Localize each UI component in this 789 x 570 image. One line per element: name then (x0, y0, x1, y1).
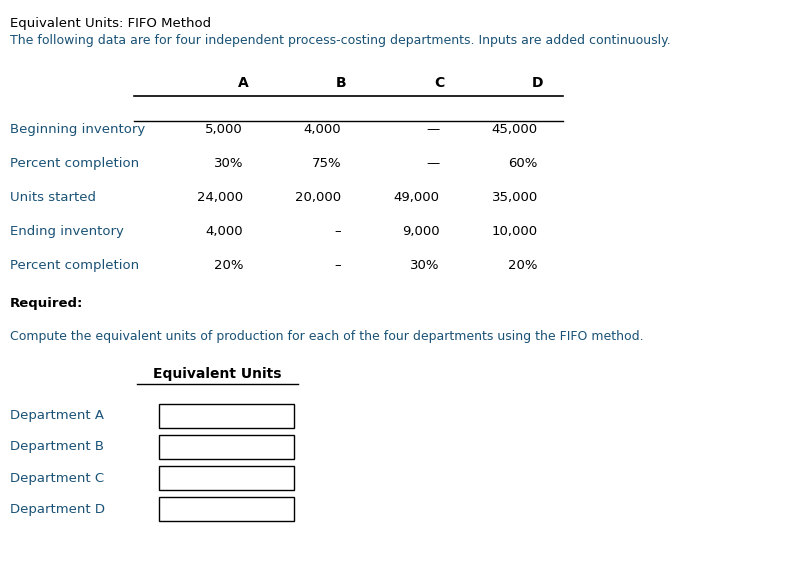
Text: –: – (335, 259, 342, 272)
Text: Compute the equivalent units of production for each of the four departments usin: Compute the equivalent units of producti… (10, 331, 644, 344)
Text: Department A: Department A (10, 409, 104, 422)
FancyBboxPatch shape (159, 435, 294, 459)
Text: Required:: Required: (10, 296, 84, 310)
Text: Department C: Department C (10, 471, 104, 484)
Text: 4,000: 4,000 (304, 123, 342, 136)
Text: Equivalent Units: FIFO Method: Equivalent Units: FIFO Method (10, 17, 211, 30)
Text: 45,000: 45,000 (492, 123, 538, 136)
Text: Units started: Units started (10, 191, 96, 204)
Text: 30%: 30% (214, 157, 243, 170)
Text: The following data are for four independent process-costing departments. Inputs : The following data are for four independ… (10, 34, 671, 47)
Text: 24,000: 24,000 (197, 191, 243, 204)
Text: –: – (335, 225, 342, 238)
Text: 9,000: 9,000 (402, 225, 439, 238)
Text: B: B (336, 76, 346, 90)
Text: D: D (532, 76, 544, 90)
Text: C: C (435, 76, 445, 90)
Text: Beginning inventory: Beginning inventory (10, 123, 145, 136)
Text: Ending inventory: Ending inventory (10, 225, 124, 238)
Text: A: A (237, 76, 249, 90)
Text: Equivalent Units: Equivalent Units (153, 367, 282, 381)
Text: Percent completion: Percent completion (10, 157, 139, 170)
FancyBboxPatch shape (159, 404, 294, 428)
Text: 5,000: 5,000 (205, 123, 243, 136)
Text: 60%: 60% (509, 157, 538, 170)
Text: 10,000: 10,000 (492, 225, 538, 238)
Text: 4,000: 4,000 (205, 225, 243, 238)
Text: 20%: 20% (508, 259, 538, 272)
Text: 49,000: 49,000 (394, 191, 439, 204)
Text: Percent completion: Percent completion (10, 259, 139, 272)
Text: 75%: 75% (312, 157, 342, 170)
Text: 20,000: 20,000 (295, 191, 342, 204)
Text: 20%: 20% (214, 259, 243, 272)
Text: Department D: Department D (10, 503, 105, 516)
Text: —: — (426, 123, 439, 136)
FancyBboxPatch shape (159, 466, 294, 490)
FancyBboxPatch shape (159, 497, 294, 521)
Text: Department B: Department B (10, 441, 104, 454)
Text: 30%: 30% (410, 259, 439, 272)
Text: 35,000: 35,000 (492, 191, 538, 204)
Text: —: — (426, 157, 439, 170)
